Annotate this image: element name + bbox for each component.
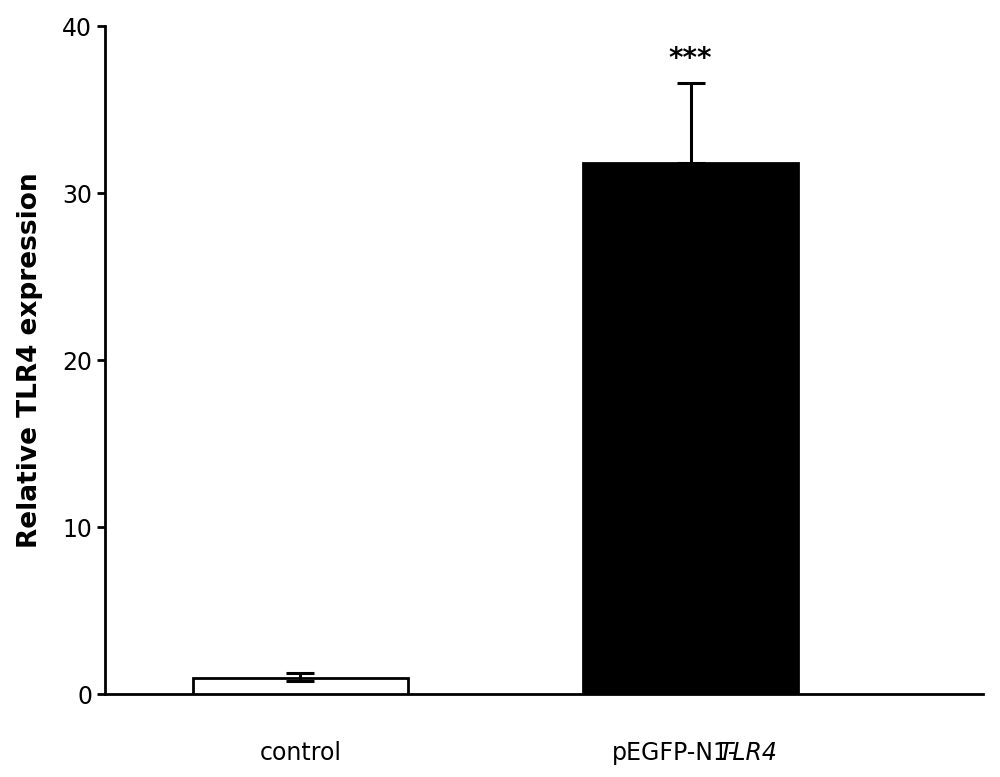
Y-axis label: Relative TLR4 expression: Relative TLR4 expression bbox=[17, 172, 43, 548]
Text: pEGFP-N1-: pEGFP-N1- bbox=[612, 741, 737, 765]
Bar bbox=[583, 163, 798, 695]
Text: control: control bbox=[259, 741, 341, 765]
Bar bbox=[193, 678, 408, 695]
Text: TLR4: TLR4 bbox=[719, 741, 778, 765]
Text: ***: *** bbox=[669, 45, 712, 73]
